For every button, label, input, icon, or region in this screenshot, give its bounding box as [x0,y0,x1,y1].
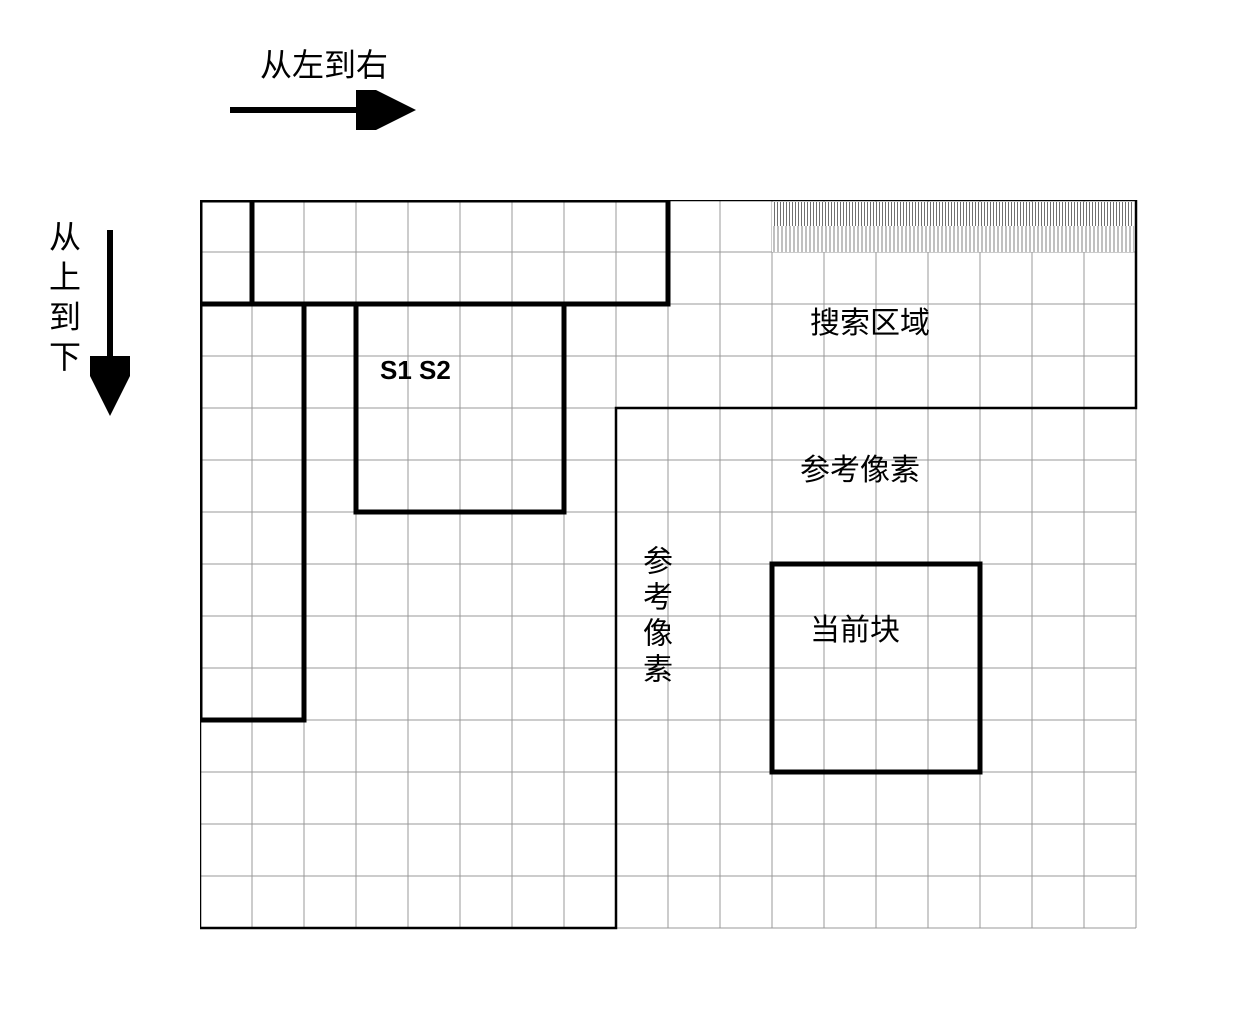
grid-svg [200,200,1200,980]
ref-pixel-vertical-label: 参考像素 [632,545,676,689]
arrow-down-icon [90,220,130,440]
horizontal-arrow-label: 从左到右 [260,40,388,86]
search-area-label: 搜索区域 [810,298,930,342]
arrow-right-icon [220,90,440,130]
s1s2-label: S1 S2 [380,355,451,386]
ref-pixel-right-label: 参考像素 [800,445,920,489]
vertical-arrow-label: 从上到下 [40,220,86,380]
current-block-label: 当前块 [810,605,900,649]
diagram-container: 从左到右 从上到下 [40,40,1200,971]
